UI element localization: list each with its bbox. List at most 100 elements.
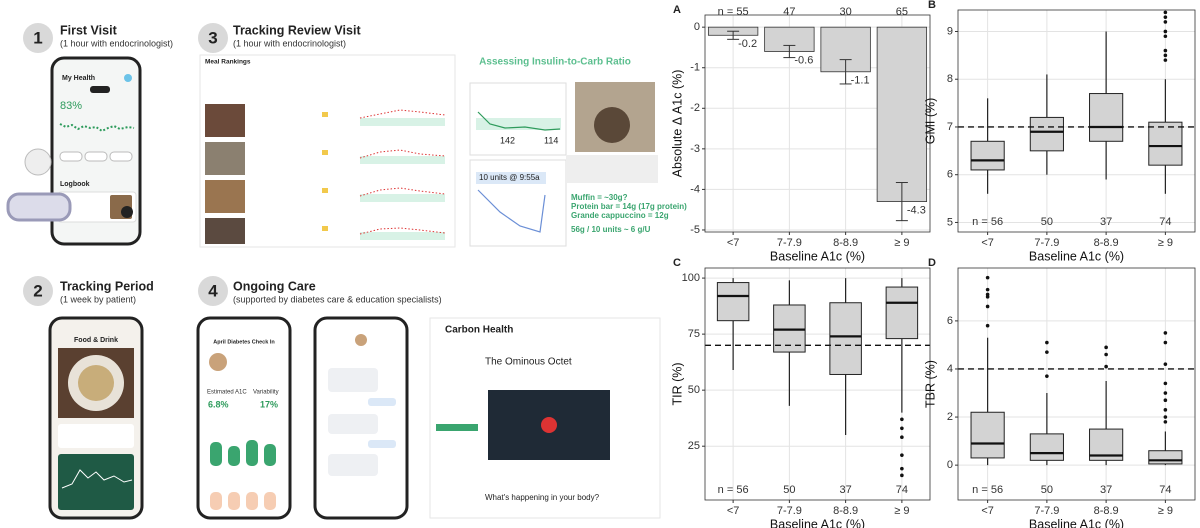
outlier — [1104, 352, 1108, 357]
outlier — [1163, 10, 1168, 15]
outlier — [1163, 381, 1168, 386]
badge — [198, 276, 228, 306]
box — [716, 282, 750, 322]
a1c-label: Estimated A1C — [207, 390, 247, 396]
step-subtitle: (1 hour with endocrinologist) — [233, 38, 346, 48]
x-tick-label: 7-7.9 — [777, 237, 802, 249]
food — [78, 365, 114, 401]
phone — [196, 316, 292, 520]
y-axis-label: GMI (%) — [923, 98, 937, 145]
article-title: The Ominous Octet — [485, 357, 572, 368]
outlier — [900, 466, 904, 471]
y-tick-label: 75 — [688, 328, 700, 340]
outlier — [1163, 408, 1168, 412]
value-label: -0.6 — [794, 54, 813, 66]
outlier — [1163, 415, 1168, 419]
outlier — [1163, 420, 1168, 424]
outlier — [1163, 340, 1168, 345]
graph-line — [61, 469, 133, 489]
glucose-before: 142 — [500, 135, 515, 145]
outlier — [1163, 15, 1168, 19]
a1c-value: 6.8% — [208, 399, 229, 409]
n-label: 65 — [896, 6, 908, 18]
y-axis-label: Absolute Δ A1c (%) — [670, 70, 684, 178]
tab — [90, 86, 110, 93]
x-axis-label: Baseline A1c (%) — [1029, 249, 1124, 263]
box — [1148, 121, 1183, 166]
box — [1029, 433, 1064, 461]
x-tick-label: 8-8.9 — [1094, 237, 1119, 249]
box — [970, 140, 1005, 171]
box — [1089, 93, 1124, 142]
site-name: Carbon Health — [445, 325, 513, 336]
box — [829, 302, 862, 375]
panel-label: D — [928, 257, 936, 269]
y-tick-label: 25 — [688, 440, 700, 452]
chip — [59, 151, 83, 162]
bolus-chip — [476, 172, 546, 184]
glucose-graph — [58, 454, 134, 510]
n-label: 37 — [840, 484, 852, 496]
panel-label: B — [928, 0, 936, 11]
carb-line: Grande cappuccino = 12g — [571, 211, 669, 220]
sensor — [24, 148, 52, 176]
x-tick-label: ≥ 9 — [1158, 237, 1173, 249]
step-subtitle: (supported by diabetes care & education … — [233, 294, 442, 304]
screen-title: Food & Drink — [74, 337, 118, 344]
carb-line: Protein bar = 14g (17g protein) — [571, 202, 687, 211]
outlier — [1045, 374, 1049, 378]
x-tick-label: 8-8.9 — [1094, 505, 1119, 517]
variability-value: 17% — [260, 399, 278, 409]
chat-bubbles — [328, 334, 396, 476]
n-label: 50 — [1041, 216, 1053, 228]
outlier — [985, 304, 990, 309]
y-tick-label: 0 — [947, 459, 953, 471]
step-number: 4 — [208, 281, 218, 300]
step-title: Tracking Period — [60, 279, 154, 293]
n-label: 50 — [1041, 484, 1053, 496]
outlier — [1163, 29, 1168, 34]
step-title: Ongoing Care — [233, 279, 316, 293]
y-tick-label: 50 — [688, 384, 700, 396]
n-label: 74 — [896, 484, 908, 496]
box — [1029, 116, 1064, 152]
outlier — [1163, 34, 1168, 39]
y-tick-label: -3 — [690, 143, 700, 155]
x-tick-label: 7-7.9 — [1034, 505, 1059, 517]
meal-rankings: Meal Rankings — [205, 59, 251, 66]
y-tick-label: 9 — [947, 25, 953, 37]
outlier — [1163, 58, 1168, 62]
nav-active — [436, 424, 478, 431]
n-label: 30 — [840, 6, 852, 18]
y-tick-label: 5 — [947, 216, 953, 228]
outlier — [985, 275, 990, 280]
note-card — [58, 424, 134, 448]
outlier — [985, 323, 990, 328]
y-tick-label: -1 — [690, 62, 700, 74]
outlier — [1163, 20, 1168, 24]
device — [6, 192, 72, 222]
plot-frame — [704, 14, 931, 233]
x-tick-label: <7 — [727, 505, 740, 517]
outlier — [1163, 48, 1168, 53]
outlier — [900, 417, 904, 422]
glucose-dots — [59, 123, 135, 133]
plot-frame — [957, 267, 1196, 501]
chip — [84, 151, 108, 162]
carb-line: Muffin = ~30g? — [571, 193, 628, 202]
step-subtitle: (1 week by patient) — [60, 294, 136, 304]
y-tick-label: 8 — [947, 73, 953, 85]
box — [1148, 450, 1183, 465]
y-tick-label: 6 — [947, 169, 953, 181]
value-label: -1.1 — [851, 75, 870, 87]
n-label: n = 56 — [972, 484, 1003, 496]
n-label: n = 56 — [972, 216, 1003, 228]
n-label: 37 — [1100, 484, 1112, 496]
y-tick-label: 2 — [947, 411, 953, 423]
insulin-curve — [477, 189, 546, 233]
y-tick-label: 100 — [682, 272, 700, 284]
y-axis-label: TIR (%) — [670, 362, 684, 405]
panel-label: A — [673, 4, 681, 16]
outlier — [1163, 53, 1168, 58]
